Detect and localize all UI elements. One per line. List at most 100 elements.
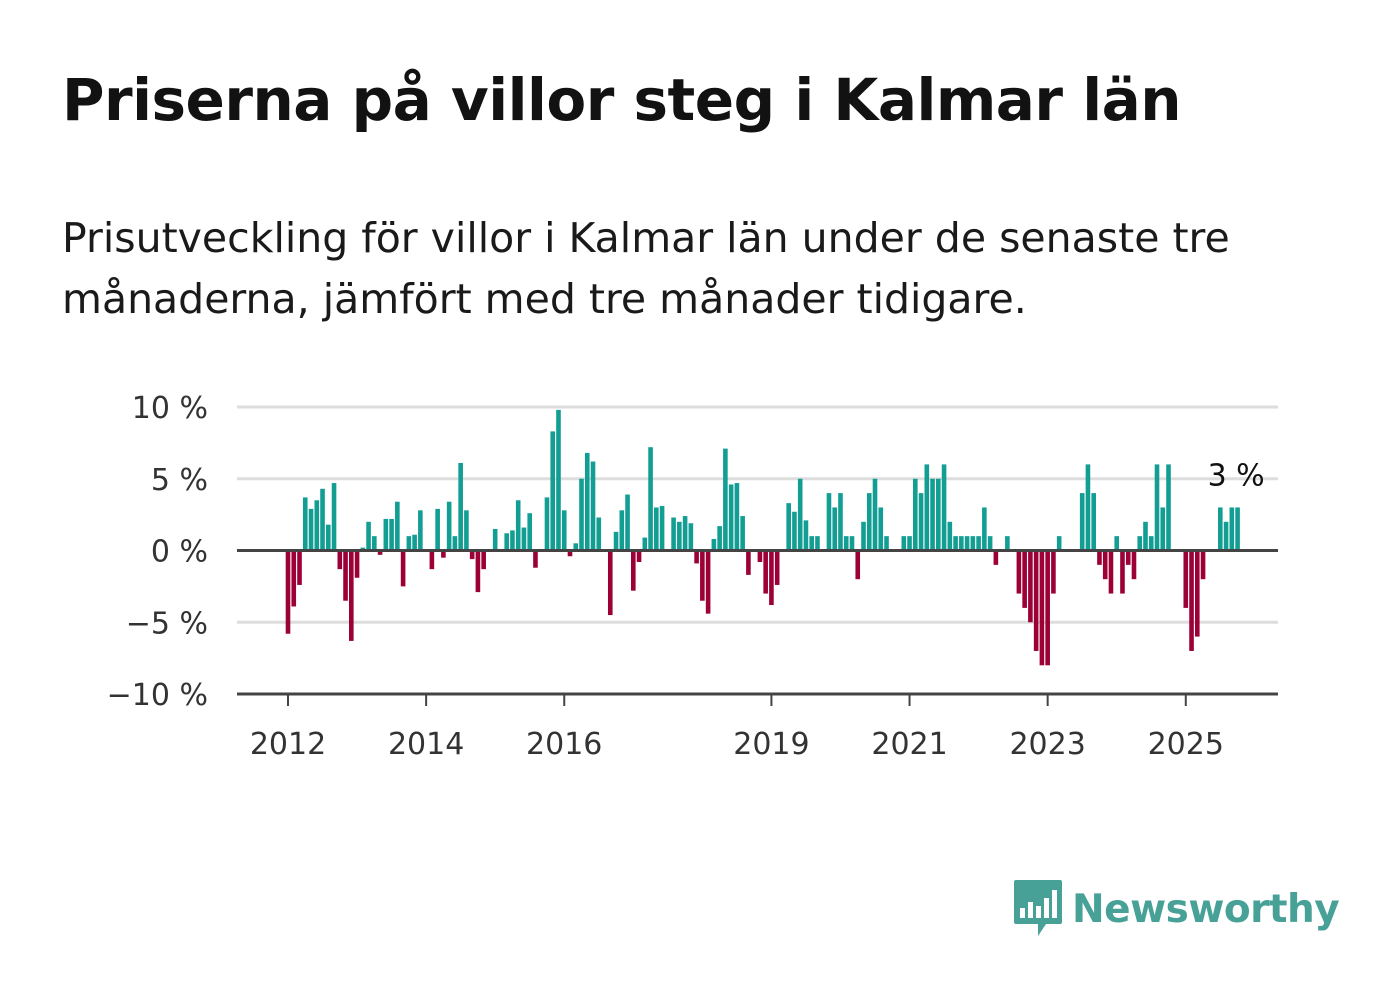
bar-positive: [625, 494, 630, 551]
bar-positive: [809, 536, 815, 551]
bar-positive: [815, 536, 820, 551]
bar-positive: [792, 511, 797, 551]
bar-positive: [561, 510, 567, 551]
bar-positive: [872, 478, 878, 551]
bar-negative: [429, 550, 435, 570]
x-tick-label: 2014: [388, 727, 464, 762]
bar-positive: [717, 526, 722, 551]
newsworthy-logo-icon: [1014, 880, 1062, 936]
bar-positive: [728, 484, 734, 551]
bar-positive: [803, 520, 809, 551]
x-tick-label: 2023: [1009, 727, 1085, 762]
bar-positive: [901, 536, 907, 551]
bar-positive: [1091, 493, 1096, 551]
bar-positive: [1148, 536, 1154, 551]
bar-positive: [924, 464, 930, 551]
bar-positive: [584, 452, 590, 551]
bar-positive: [797, 478, 803, 551]
bar-positive: [832, 507, 838, 551]
x-tick-label: 2019: [733, 727, 809, 762]
bar-negative: [1125, 550, 1131, 565]
bar-positive: [907, 536, 912, 551]
bar-positive: [970, 536, 976, 551]
y-tick-label: 0 %: [151, 535, 208, 570]
bar-positive: [544, 497, 550, 551]
bar-positive: [504, 533, 509, 551]
bar-positive: [320, 488, 325, 551]
bar-negative: [1097, 550, 1102, 565]
bar-positive: [613, 531, 619, 551]
bar-positive: [1005, 536, 1010, 551]
bar-positive: [884, 536, 889, 551]
bar-negative: [291, 550, 297, 607]
bar-positive: [510, 530, 515, 551]
bar-positive: [1137, 536, 1143, 551]
logo-text: Newsworthy: [1072, 886, 1340, 932]
bar-negative: [1033, 550, 1039, 651]
bar-positive: [936, 478, 941, 551]
bar-positive: [959, 536, 964, 551]
bar-positive: [1114, 536, 1120, 551]
bar-positive: [383, 518, 389, 551]
bar-positive: [982, 507, 987, 551]
bar-positive: [866, 493, 872, 551]
bar-negative: [1108, 550, 1114, 594]
bar-positive: [711, 539, 717, 551]
bar-positive: [642, 537, 648, 551]
bar-negative: [1120, 550, 1125, 594]
bar-positive: [878, 507, 884, 551]
bar-negative: [757, 550, 763, 562]
bar-negative: [481, 550, 486, 570]
bar-positive: [573, 543, 579, 551]
bar-positive: [654, 507, 659, 551]
y-tick-label: −5 %: [126, 606, 208, 641]
bar-positive: [648, 447, 653, 551]
bar-positive: [1166, 464, 1171, 551]
bar-positive: [435, 508, 440, 551]
bar-positive: [987, 536, 993, 551]
bar-positive: [406, 536, 412, 551]
bar-positive: [723, 448, 728, 551]
bar-positive: [912, 478, 918, 551]
y-tick-label: −10 %: [107, 678, 208, 713]
bar-positive: [849, 536, 855, 551]
bar-positive: [826, 493, 832, 551]
bar-negative: [993, 550, 999, 565]
bar-negative: [1045, 550, 1050, 666]
bar-positive: [1154, 464, 1160, 551]
bar-positive: [838, 493, 843, 551]
bar-positive: [941, 464, 947, 551]
bar-positive: [947, 521, 953, 551]
bar-positive: [1056, 536, 1062, 551]
x-tick-label: 2016: [526, 727, 602, 762]
bar-negative: [475, 550, 481, 593]
bar-negative: [469, 550, 475, 560]
bar-positive: [521, 527, 527, 551]
bar-positive: [302, 497, 308, 551]
bar-negative: [631, 550, 636, 591]
bar-positive: [464, 510, 469, 551]
y-tick-label: 5 %: [151, 463, 208, 498]
chart-title: Priserna på villor steg i Kalmar län: [62, 66, 1182, 134]
bar-negative: [1200, 550, 1206, 580]
bar-positive: [1229, 507, 1235, 551]
bar-negative: [400, 550, 406, 587]
bar-negative: [774, 550, 780, 585]
bar-positive: [412, 534, 417, 551]
bar-negative: [1183, 550, 1189, 608]
bar-negative: [636, 550, 642, 562]
x-tick-label: 2021: [871, 727, 947, 762]
bar-negative: [769, 550, 774, 606]
bar-positive: [671, 517, 676, 551]
bar-positive: [1143, 521, 1148, 551]
chart-subtitle: Prisutveckling för villor i Kalmar län u…: [62, 214, 1230, 323]
bar-positive: [452, 536, 458, 551]
bar-positive: [930, 478, 935, 551]
bar-positive: [527, 513, 533, 551]
bar-negative: [567, 550, 573, 557]
bar-positive: [590, 461, 596, 551]
bar-negative: [533, 550, 538, 568]
bar-positive: [579, 478, 584, 551]
bar-positive: [918, 493, 924, 551]
